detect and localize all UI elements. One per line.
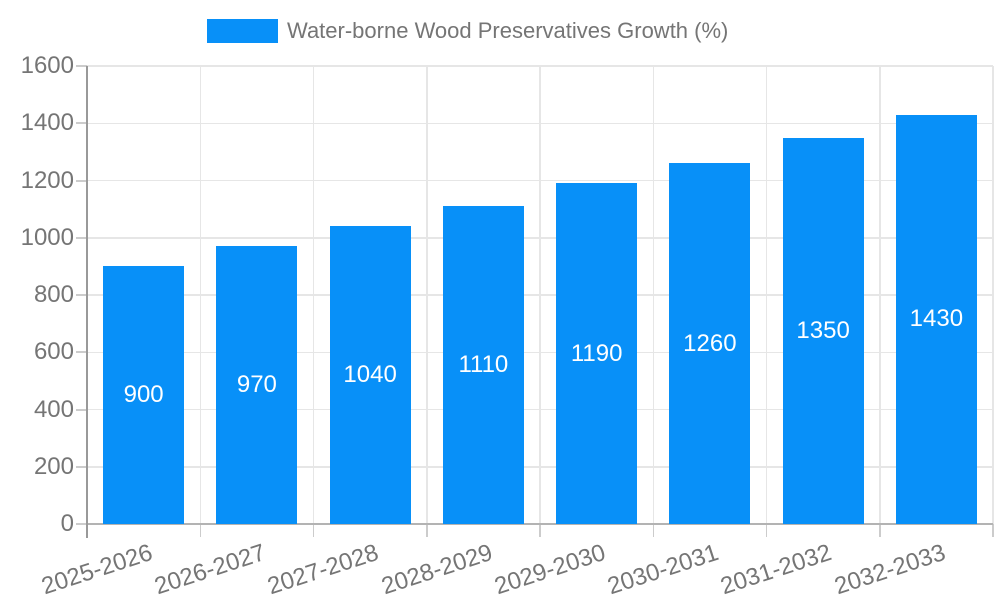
y-axis-label: 0 xyxy=(60,510,74,537)
bar-2029-2030[interactable] xyxy=(556,183,638,524)
x-gridline xyxy=(539,66,541,524)
y-axis-label: 1200 xyxy=(20,166,74,194)
x-gridline xyxy=(426,66,428,524)
x-gridline xyxy=(312,66,315,524)
x-axis-label: 2025-2026 xyxy=(38,539,156,600)
y-axis-label: 600 xyxy=(33,338,74,366)
x-axis-tick xyxy=(312,524,315,537)
x-axis-tick xyxy=(539,524,541,537)
y-axis-tick xyxy=(76,122,87,125)
x-axis-label: 2028-2029 xyxy=(377,539,496,600)
x-axis-tick xyxy=(992,524,994,537)
y-axis-line xyxy=(86,66,88,538)
y-axis-tick xyxy=(76,65,87,67)
x-axis-label: 2027-2028 xyxy=(264,539,383,600)
bar-2030-2031[interactable] xyxy=(669,163,751,524)
x-axis-tick xyxy=(426,524,428,537)
x-gridline xyxy=(652,66,654,524)
legend-label: Water-borne Wood Preservatives Growth (%… xyxy=(287,18,729,43)
legend[interactable]: Water-borne Wood Preservatives Growth (%… xyxy=(207,18,728,44)
x-axis-tick xyxy=(765,524,768,537)
y-axis-label: 800 xyxy=(33,281,74,308)
x-axis-label: 2029-2030 xyxy=(491,539,609,600)
x-axis-tick xyxy=(652,524,654,537)
x-axis-tick xyxy=(199,524,201,537)
y-axis-tick xyxy=(76,465,87,468)
y-axis-label: 1400 xyxy=(20,109,74,137)
bar-2025-2026[interactable] xyxy=(103,266,185,524)
y-axis-label: 200 xyxy=(33,452,74,480)
x-axis-label: 2026-2027 xyxy=(151,539,269,600)
x-axis-line xyxy=(87,523,993,525)
y-axis-tick xyxy=(76,523,87,525)
x-axis-label: 2030-2031 xyxy=(604,539,722,600)
y-axis-tick xyxy=(76,351,87,354)
y-axis-tick xyxy=(76,236,87,239)
y-axis-label: 1000 xyxy=(20,223,74,251)
y-axis-label: 400 xyxy=(33,395,74,423)
y-axis-tick xyxy=(76,294,87,296)
legend-swatch xyxy=(207,19,278,43)
x-gridline xyxy=(765,66,768,524)
x-axis-label: 2031-2032 xyxy=(717,539,836,600)
x-gridline xyxy=(992,66,994,524)
x-gridline xyxy=(879,66,881,524)
bar-2027-2028[interactable] xyxy=(329,226,411,524)
bar-2028-2029[interactable] xyxy=(442,206,524,524)
x-axis-tick xyxy=(879,524,881,537)
x-axis-label: 2032-2033 xyxy=(830,539,949,600)
y-axis-tick xyxy=(76,179,87,182)
bar-2026-2027[interactable] xyxy=(216,246,298,524)
x-gridline xyxy=(199,66,201,524)
bar-2032-2033[interactable] xyxy=(895,114,977,524)
y-axis-label: 1600 xyxy=(20,52,74,79)
bar-2031-2032[interactable] xyxy=(782,137,864,524)
y-axis-tick xyxy=(76,408,87,411)
